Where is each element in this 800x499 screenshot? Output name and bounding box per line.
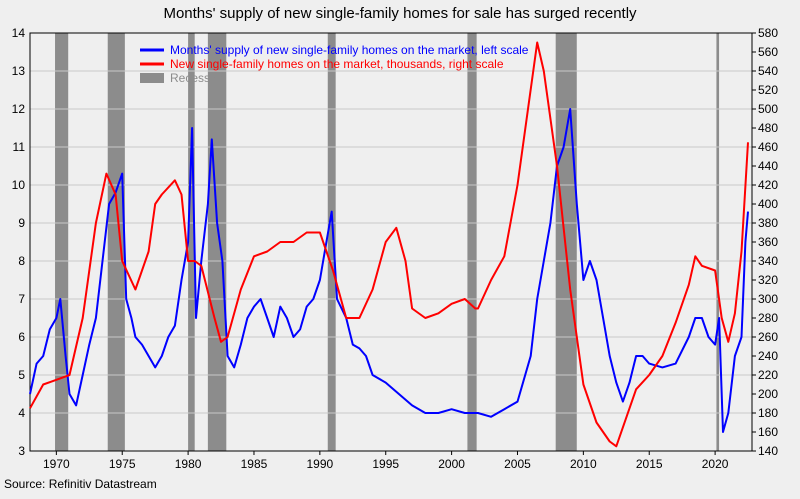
- x-tick-label: 2000: [438, 457, 465, 471]
- y2-tick-label: 420: [758, 178, 778, 192]
- y-tick-label: 11: [13, 140, 26, 154]
- y-tick-label: 8: [18, 254, 25, 268]
- plot-frame: [29, 32, 753, 452]
- recession-band: [207, 33, 227, 451]
- recession-band: [716, 33, 720, 451]
- y2-tick-label: 340: [758, 254, 778, 268]
- y2-tick-label: 220: [758, 368, 778, 382]
- recession-band: [467, 33, 477, 451]
- recession-band: [188, 33, 195, 451]
- y2-tick-label: 560: [758, 45, 778, 59]
- y2-tick-label: 320: [758, 273, 778, 287]
- y2-tick-label: 280: [758, 311, 778, 325]
- data-line: [29, 108, 749, 433]
- y2-tick-label: 540: [758, 64, 778, 78]
- y-tick-label: 5: [18, 368, 25, 382]
- x-tick-label: 2015: [636, 457, 663, 471]
- x-tick-label: 1990: [307, 457, 334, 471]
- y-tick-label: 13: [12, 64, 26, 78]
- y2-tick-label: 240: [758, 349, 778, 363]
- y-tick-label: 4: [18, 406, 25, 420]
- y-tick-label: 3: [18, 444, 25, 458]
- x-tick-label: 2005: [504, 457, 531, 471]
- x-tick-label: 1995: [372, 457, 399, 471]
- y-tick-label: 14: [12, 26, 26, 40]
- data-line: [29, 41, 749, 448]
- y2-tick-label: 580: [758, 26, 778, 40]
- y-tick-label: 12: [12, 102, 26, 116]
- y2-tick-label: 180: [758, 406, 778, 420]
- recession-band: [555, 33, 577, 451]
- legend-label: Recession: [170, 71, 226, 85]
- y-tick-label: 7: [18, 292, 25, 306]
- recession-band: [327, 33, 336, 451]
- x-tick-label: 1970: [43, 457, 70, 471]
- y2-tick-label: 260: [758, 330, 778, 344]
- x-tick-label: 1975: [109, 457, 136, 471]
- y2-tick-label: 400: [758, 197, 778, 211]
- y2-tick-label: 440: [758, 159, 778, 173]
- recession-band: [55, 33, 69, 451]
- y2-tick-label: 500: [758, 102, 778, 116]
- y2-tick-label: 380: [758, 216, 778, 230]
- legend-label: New single-family homes on the market, t…: [170, 57, 504, 71]
- chart-title: Months' supply of new single-family home…: [163, 5, 637, 22]
- y-tick-label: 6: [18, 330, 25, 344]
- x-tick-label: 1985: [241, 457, 268, 471]
- x-tick-label: 1980: [175, 457, 202, 471]
- x-tick-label: 2020: [702, 457, 729, 471]
- y2-tick-label: 140: [758, 444, 778, 458]
- y2-tick-label: 200: [758, 387, 778, 401]
- y2-tick-label: 520: [758, 83, 778, 97]
- y2-tick-label: 480: [758, 121, 778, 135]
- y-tick-label: 9: [18, 216, 25, 230]
- recession-band: [107, 33, 125, 451]
- y2-tick-label: 360: [758, 235, 778, 249]
- source-note: Source: Refinitiv Datastream: [4, 477, 157, 491]
- x-tick-label: 2010: [570, 457, 597, 471]
- y2-tick-label: 160: [758, 425, 778, 439]
- legend-label: Months' supply of new single-family home…: [170, 43, 529, 57]
- y-tick-label: 10: [12, 178, 26, 192]
- legend-swatch: [140, 73, 164, 83]
- y2-tick-label: 460: [758, 140, 778, 154]
- y2-tick-label: 300: [758, 292, 778, 306]
